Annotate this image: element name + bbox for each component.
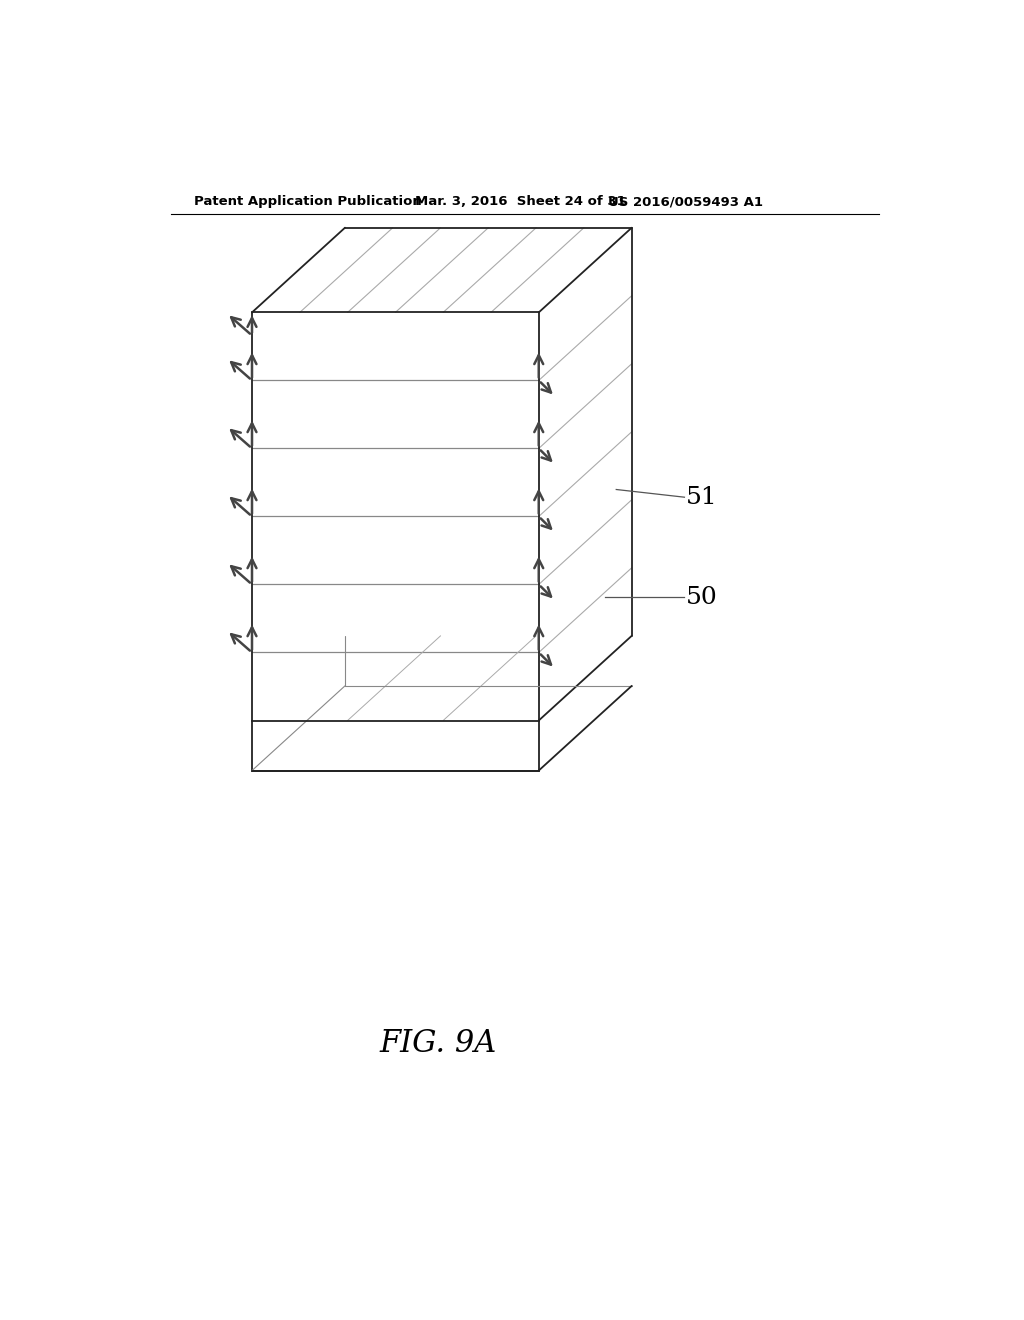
Text: US 2016/0059493 A1: US 2016/0059493 A1 [608,195,764,209]
Text: Mar. 3, 2016  Sheet 24 of 31: Mar. 3, 2016 Sheet 24 of 31 [415,195,626,209]
Text: FIG. 9A: FIG. 9A [379,1028,497,1060]
Text: Patent Application Publication: Patent Application Publication [194,195,422,209]
Text: 51: 51 [686,486,718,508]
Text: 50: 50 [686,586,718,609]
